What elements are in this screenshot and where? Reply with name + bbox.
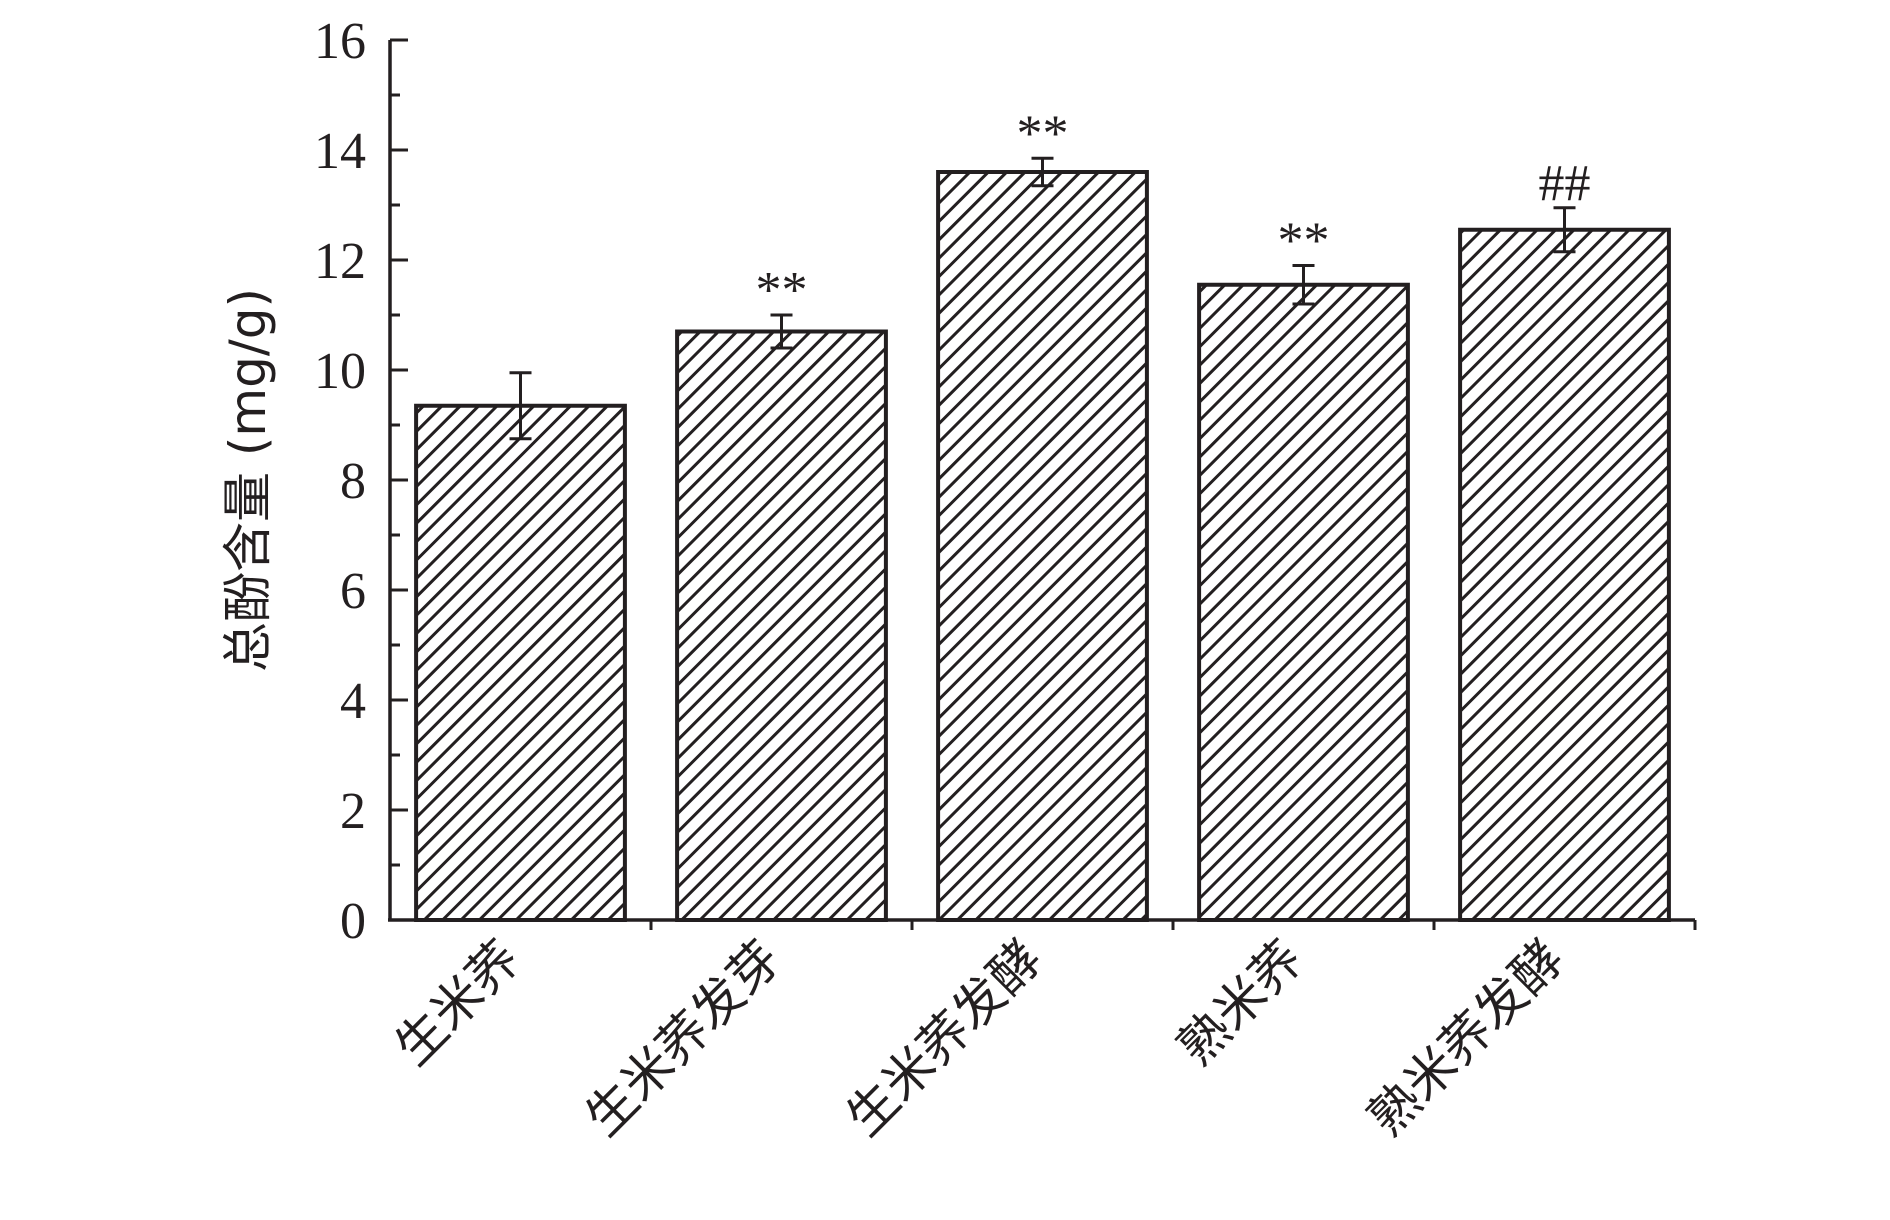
significance-mark-5: ## <box>1539 155 1591 212</box>
y-axis-label: 总酚含量 (mg/g) <box>219 288 277 672</box>
bar-1 <box>414 403 627 922</box>
error-bars-group <box>509 156 1576 441</box>
x-tick-label-3: 生米荞发酵 <box>835 929 1053 1147</box>
y-tick-label-16: 16 <box>314 13 366 70</box>
y-tick-label-14: 14 <box>314 123 366 180</box>
y-tick-label-4: 4 <box>340 673 366 730</box>
y-ticks-group: 0 2 4 6 8 10 12 14 16 <box>314 13 408 950</box>
y-tick-label-12: 12 <box>314 233 366 290</box>
bar-2 <box>675 329 888 922</box>
bar-4 <box>1197 282 1410 922</box>
significance-mark-2: ** <box>756 262 808 319</box>
significance-mark-4: ** <box>1278 213 1330 270</box>
x-tick-label-2: 生米荞发芽 <box>574 929 792 1147</box>
x-tick-label-5: 熟米荞发酵 <box>1357 929 1575 1147</box>
significance-marks-group: ** ** ** ## <box>756 105 1591 319</box>
x-tick-label-4: 熟米荞 <box>1167 929 1314 1076</box>
x-tick-label-1: 生米荞 <box>384 929 531 1076</box>
bar-5 <box>1458 227 1671 922</box>
y-axis-label-group: 总酚含量 (mg/g) <box>219 288 277 672</box>
bar-3 <box>936 170 1149 922</box>
x-ticks-group: 生米荞 生米荞发芽 生米荞发酵 熟米荞 熟米荞发酵 <box>384 929 1575 1147</box>
y-tick-label-10: 10 <box>314 343 366 400</box>
y-tick-label-2: 2 <box>340 783 366 840</box>
y-tick-label-0: 0 <box>340 893 366 950</box>
y-tick-label-8: 8 <box>340 453 366 510</box>
significance-mark-3: ** <box>1017 105 1069 162</box>
bars-group <box>414 170 1671 922</box>
y-tick-label-6: 6 <box>340 563 366 620</box>
